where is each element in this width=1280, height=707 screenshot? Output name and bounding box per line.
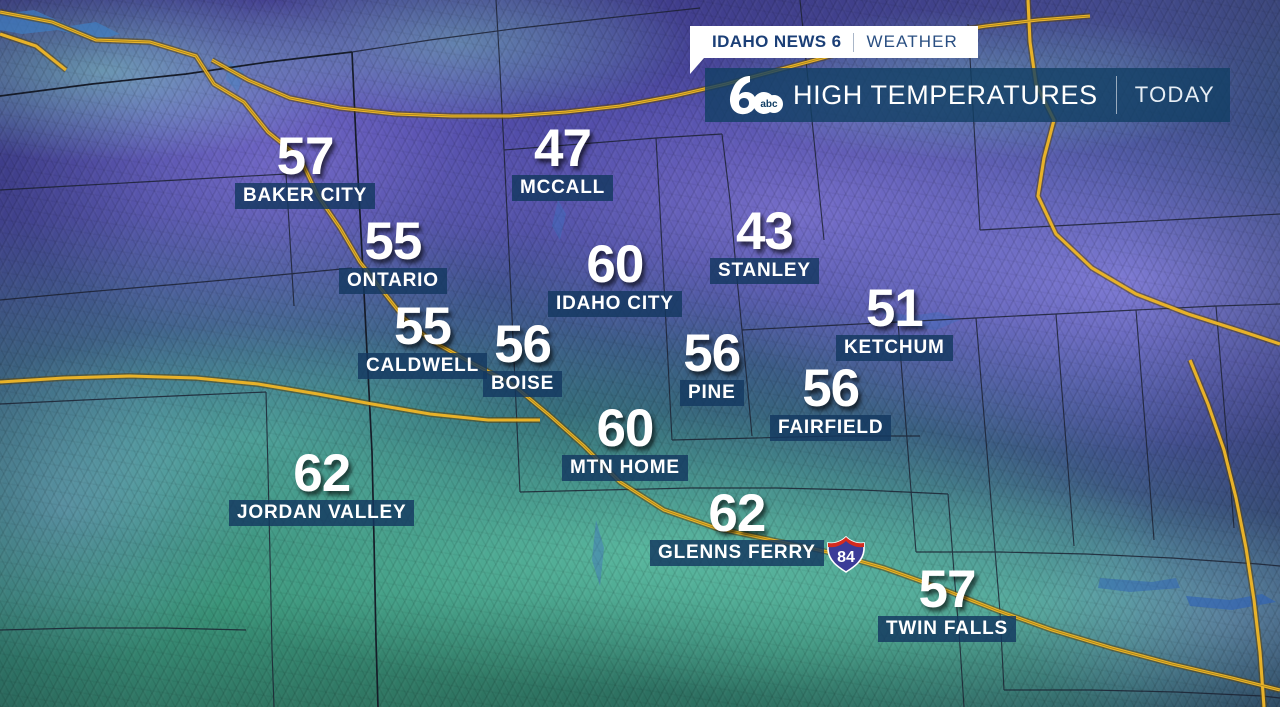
- city-temperature: 51: [865, 279, 924, 338]
- city-temperature: 56: [683, 324, 741, 383]
- city-temperature: 60: [586, 235, 644, 294]
- city-temperature: 62: [708, 484, 766, 543]
- city-temperature: 60: [596, 399, 654, 458]
- title-banner: abc HIGH TEMPERATURES TODAY: [705, 68, 1230, 122]
- city-marker[interactable]: 56 FAIRFIELD: [770, 359, 892, 442]
- city-name-label: BAKER CITY: [235, 182, 376, 210]
- city-temperature: 56: [802, 359, 860, 418]
- city-name-label: FAIRFIELD: [770, 414, 892, 442]
- city-marker[interactable]: 62 GLENNS FERRY: [650, 484, 824, 567]
- brand-tab[interactable]: IDAHO NEWS 6 WEATHER: [690, 26, 978, 74]
- city-marker[interactable]: 57 TWIN FALLS: [878, 560, 1016, 643]
- city-name-label: MCCALL: [512, 174, 614, 202]
- brand-section: WEATHER: [866, 32, 958, 51]
- 6abc-logo-icon: abc: [729, 76, 783, 115]
- city-name-label: KETCHUM: [836, 334, 953, 362]
- interstate-shield-icon[interactable]: 84: [826, 535, 866, 573]
- city-name-label: CALDWELL: [358, 352, 487, 380]
- city-name-label: BOISE: [483, 370, 563, 398]
- city-name-label: GLENNS FERRY: [650, 539, 824, 567]
- city-name-label: STANLEY: [710, 257, 819, 285]
- shield-route-number: 84: [837, 549, 855, 566]
- title-timeframe: TODAY: [1134, 82, 1216, 107]
- title-main: HIGH TEMPERATURES: [793, 79, 1098, 110]
- city-name-label: ONTARIO: [339, 267, 447, 295]
- city-temperature: 57: [918, 560, 977, 619]
- header-brand-tab-group: IDAHO NEWS 6 WEATHER: [690, 26, 978, 74]
- city-marker[interactable]: 47 MCCALL: [512, 119, 614, 202]
- city-marker[interactable]: 56 PINE: [680, 324, 744, 407]
- city-temperature: 47: [534, 119, 592, 178]
- city-name-label: TWIN FALLS: [878, 615, 1016, 643]
- city-temperature: 55: [394, 297, 452, 356]
- city-marker[interactable]: 60 MTN HOME: [562, 399, 688, 482]
- city-temperature: 55: [364, 212, 422, 271]
- city-temperature: 62: [293, 444, 351, 503]
- city-marker[interactable]: 55 ONTARIO: [339, 212, 447, 295]
- title-divider: [1115, 76, 1117, 114]
- city-name-label: PINE: [680, 379, 744, 407]
- city-marker[interactable]: 51 KETCHUM: [836, 279, 953, 362]
- city-marker[interactable]: 43 STANLEY: [710, 202, 819, 285]
- city-temperature: 57: [276, 127, 335, 186]
- city-marker[interactable]: 60 IDAHO CITY: [548, 235, 682, 318]
- abc-wordmark: abc: [760, 99, 778, 110]
- city-marker[interactable]: 55 CALDWELL: [358, 297, 487, 380]
- brand-divider: [853, 32, 855, 52]
- city-name-label: IDAHO CITY: [548, 290, 682, 318]
- city-name-label: JORDAN VALLEY: [229, 499, 415, 527]
- city-temperature: 43: [735, 202, 794, 261]
- city-marker[interactable]: 62 JORDAN VALLEY: [229, 444, 415, 527]
- city-name-label: MTN HOME: [562, 454, 688, 482]
- city-marker[interactable]: 56 BOISE: [483, 315, 563, 398]
- city-marker[interactable]: 57 BAKER CITY: [235, 127, 376, 210]
- city-temperature: 56: [494, 315, 552, 374]
- brand-name: IDAHO NEWS 6: [712, 32, 842, 51]
